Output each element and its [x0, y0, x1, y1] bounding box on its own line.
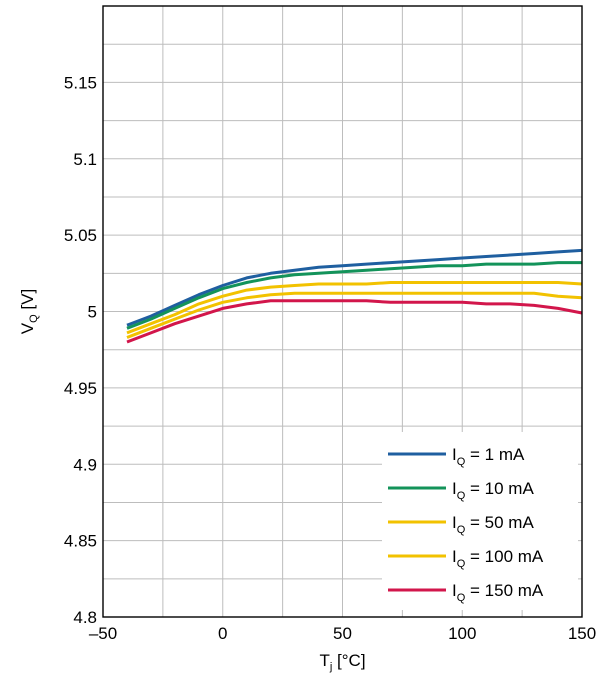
y-tick-label: 5.05: [64, 226, 97, 245]
x-tick-label: 150: [568, 624, 596, 643]
legend-label: IQ = 50 mA: [452, 513, 534, 536]
y-tick-label: 4.85: [64, 532, 97, 551]
grid: [103, 6, 582, 617]
legend-label: IQ = 150 mA: [452, 581, 544, 604]
x-axis-label-sub: j: [329, 661, 332, 673]
y-axis-label-unit: [V]: [18, 289, 37, 315]
plot-frame: [102, 5, 583, 618]
y-tick-label: 5: [88, 303, 97, 322]
legend-label: IQ = 10 mA: [452, 479, 534, 502]
y-tick-label: 4.9: [73, 455, 97, 474]
y-axis-label-main: V: [18, 322, 37, 334]
x-tick-labels: –50 0 50 100 150: [89, 624, 596, 643]
x-tick-label: 50: [333, 624, 352, 643]
x-tick-label: 0: [218, 624, 227, 643]
x-tick-label: –50: [89, 624, 117, 643]
series-lines: [126, 248, 583, 344]
x-axis-label-main: T: [319, 651, 329, 670]
x-axis-label: Tj [°C]: [319, 651, 365, 673]
y-tick-label: 5.15: [64, 73, 97, 92]
legend-label: IQ = 1 mA: [452, 445, 525, 468]
series-line: [126, 261, 582, 330]
series-line: [126, 299, 583, 344]
x-tick-label: 100: [448, 624, 476, 643]
y-tick-label: 4.8: [73, 608, 97, 627]
y-tick-label: 4.95: [64, 379, 97, 398]
series-line: [126, 281, 583, 335]
y-tick-labels: 4.8 4.85 4.9 4.95 5 5.05 5.1 5.15: [64, 73, 97, 627]
y-axis-label-sub: Q: [28, 314, 40, 323]
legend-label: IQ = 100 mA: [452, 547, 544, 570]
legend: IQ = 1 mA IQ = 10 mA IQ = 50 mA IQ = 100 mA…: [382, 432, 578, 610]
y-axis-label: VQ [V]: [18, 289, 40, 334]
y-tick-label: 5.1: [73, 150, 97, 169]
x-axis-label-unit: [°C]: [332, 651, 365, 670]
series-line: [126, 248, 583, 327]
series-line: [126, 291, 583, 339]
